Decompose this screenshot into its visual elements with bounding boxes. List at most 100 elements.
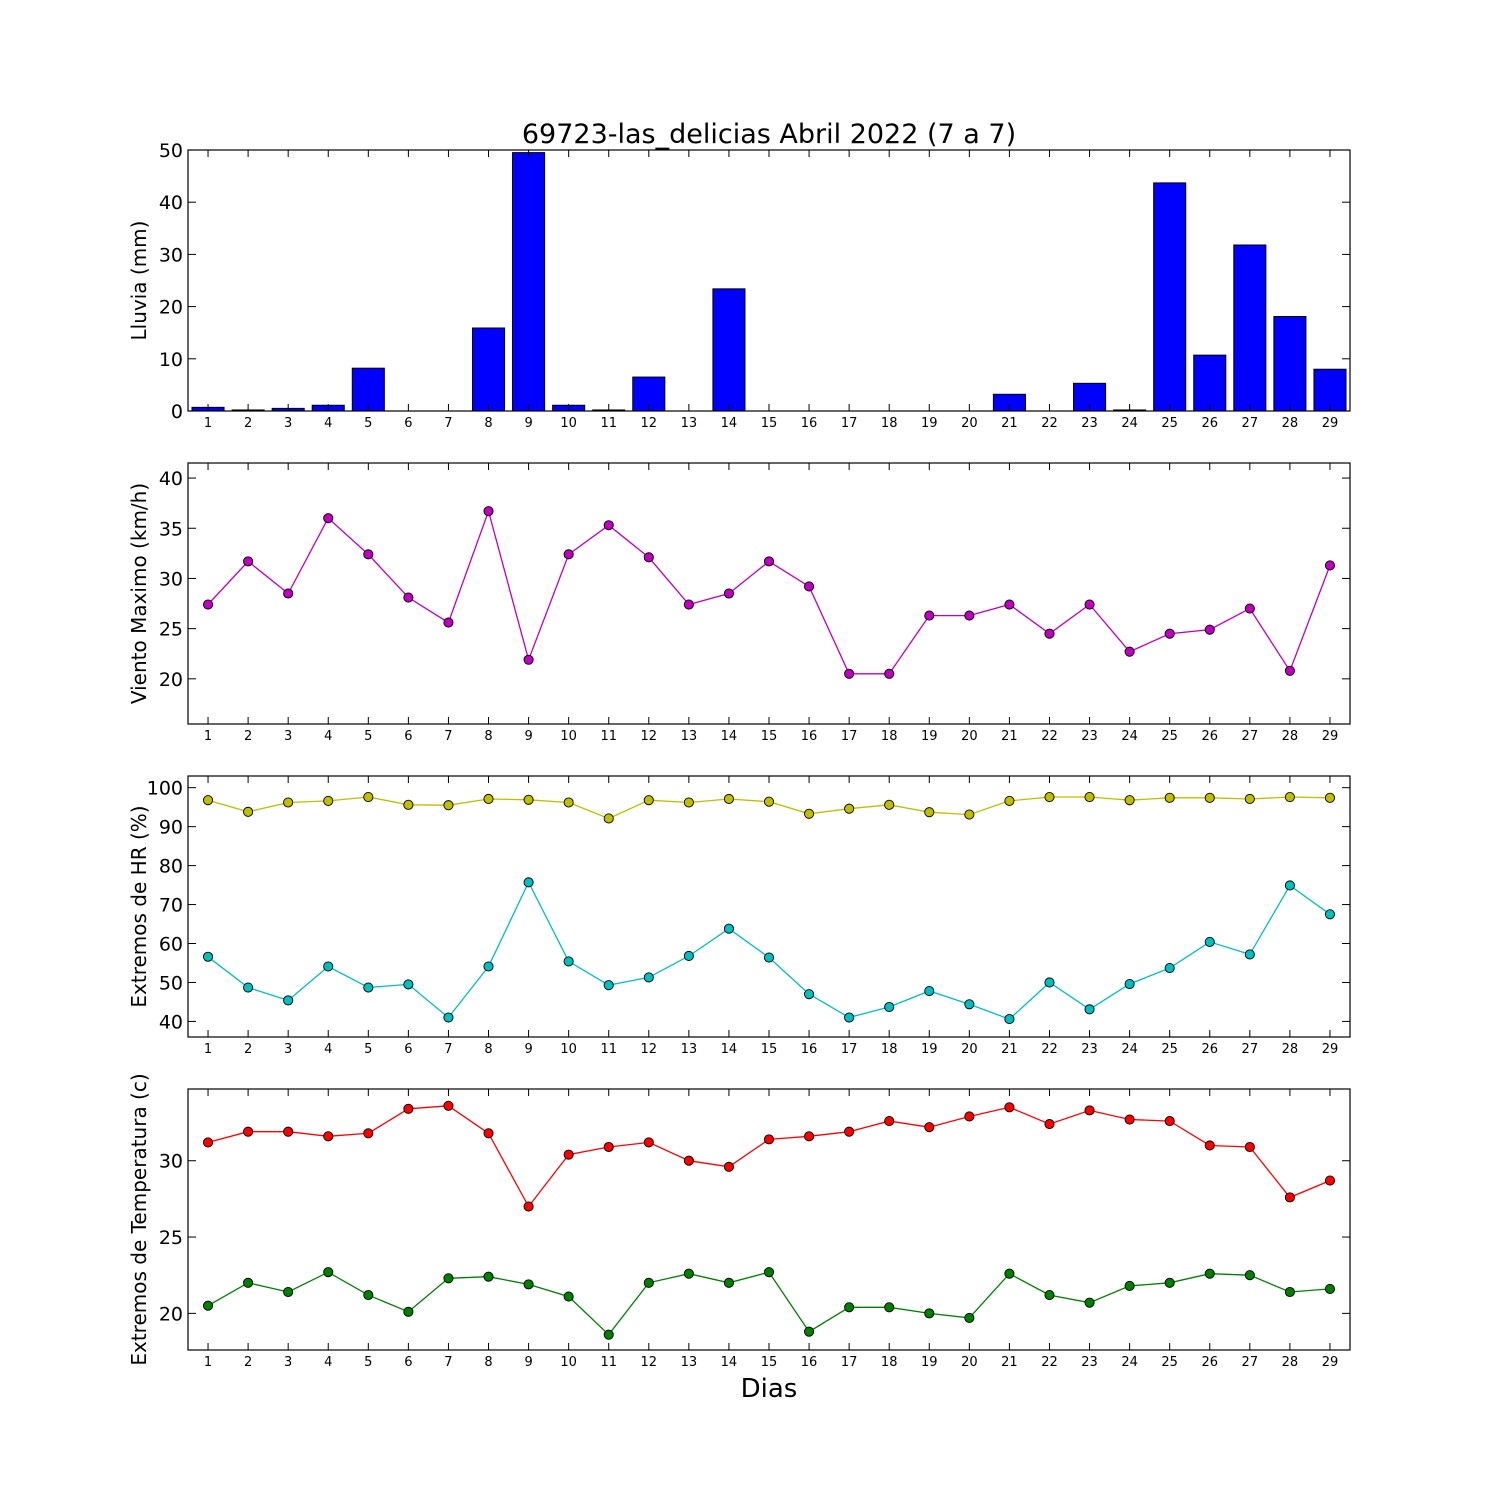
point-s1-day-11 xyxy=(603,1141,614,1153)
x-tick-label: 20 xyxy=(961,1042,978,1057)
x-tick-label: 24 xyxy=(1121,1355,1138,1370)
point-s1-day-10 xyxy=(563,797,574,808)
point-s2-day-27 xyxy=(1244,949,1255,960)
x-tick-label: 6 xyxy=(404,1355,412,1370)
x-tick-label: 12 xyxy=(641,1042,658,1057)
point-s1-day-1 xyxy=(202,795,214,806)
point-s2-day-6 xyxy=(403,1306,414,1317)
point-s1-day-26 xyxy=(1204,1140,1215,1151)
x-tick-label: 27 xyxy=(1242,729,1259,744)
point-s1-day-1 xyxy=(202,1137,214,1148)
x-tick-label: 15 xyxy=(761,729,778,744)
point-s2-day-15 xyxy=(763,952,775,963)
point-s2-day-20 xyxy=(964,1312,975,1323)
x-tick-label: 27 xyxy=(1242,1042,1259,1057)
point-s2-day-17 xyxy=(844,1012,855,1023)
x-tick-label: 10 xyxy=(560,1042,577,1057)
x-tick-label: 21 xyxy=(1001,729,1018,744)
x-tick-label: 18 xyxy=(881,416,898,431)
point-s1-day-19 xyxy=(924,610,935,621)
point-s1-day-7 xyxy=(443,1100,454,1111)
x-tick-label: 2 xyxy=(244,1355,252,1370)
point-s2-day-1 xyxy=(202,951,214,962)
point-s1-day-27 xyxy=(1244,1141,1255,1153)
point-s2-day-4 xyxy=(323,961,334,972)
y-tick-label: 20 xyxy=(159,297,183,319)
x-tick-label: 3 xyxy=(284,416,292,431)
x-tick-label: 6 xyxy=(404,1042,412,1057)
bar-day-28 xyxy=(1273,316,1307,412)
point-s2-day-16 xyxy=(804,1326,815,1337)
x-tick-label: 21 xyxy=(1001,1355,1018,1370)
point-s2-day-28 xyxy=(1284,880,1295,891)
x-tick-label: 5 xyxy=(364,1042,372,1057)
point-s2-day-25 xyxy=(1164,1277,1175,1288)
x-tick-label: 25 xyxy=(1161,729,1178,744)
point-s1-day-14 xyxy=(723,588,734,599)
point-s1-day-22 xyxy=(1044,628,1055,639)
y-axis-label: Viento Maximo (km/h) xyxy=(127,483,151,704)
x-tick-label: 29 xyxy=(1322,416,1339,431)
x-tick-label: 20 xyxy=(961,416,978,431)
point-s1-day-28 xyxy=(1284,665,1295,676)
point-s1-day-15 xyxy=(763,556,775,567)
point-s2-day-26 xyxy=(1204,936,1215,947)
y-tick-label: 25 xyxy=(159,1227,183,1249)
point-s2-day-19 xyxy=(924,1308,935,1319)
point-s1-day-3 xyxy=(283,1126,294,1137)
point-s2-day-7 xyxy=(443,1273,454,1284)
y-tick-label: 30 xyxy=(159,244,183,266)
point-s1-day-27 xyxy=(1244,793,1255,805)
x-tick-label: 19 xyxy=(921,729,938,744)
y-tick-label: 35 xyxy=(159,518,183,540)
point-s1-day-20 xyxy=(964,809,975,820)
point-s2-day-23 xyxy=(1084,1004,1095,1015)
point-s1-day-18 xyxy=(884,799,895,810)
point-s1-day-22 xyxy=(1044,791,1055,803)
x-tick-label: 12 xyxy=(641,729,658,744)
x-tick-label: 11 xyxy=(600,1042,617,1057)
point-s1-day-23 xyxy=(1084,599,1095,610)
point-s1-day-24 xyxy=(1124,646,1135,657)
y-tick-label: 20 xyxy=(159,1303,183,1325)
point-s1-day-9 xyxy=(523,1201,534,1212)
x-tick-label: 8 xyxy=(484,1042,492,1057)
point-s1-day-4 xyxy=(323,795,334,806)
x-tick-label: 26 xyxy=(1201,729,1218,744)
x-tick-label: 26 xyxy=(1201,416,1218,431)
point-s1-day-10 xyxy=(563,549,574,560)
x-tick-label: 2 xyxy=(244,729,252,744)
x-tick-label: 7 xyxy=(444,729,452,744)
x-tick-label: 15 xyxy=(761,1355,778,1370)
x-tick-label: 8 xyxy=(484,416,492,431)
x-tick-label: 15 xyxy=(761,1042,778,1057)
point-s1-day-15 xyxy=(763,1134,775,1145)
x-tick-label: 1 xyxy=(204,1042,212,1057)
y-tick-label: 50 xyxy=(159,140,183,162)
x-tick-label: 23 xyxy=(1081,1355,1098,1370)
point-s1-day-25 xyxy=(1164,792,1175,803)
x-tick-label: 20 xyxy=(961,1355,978,1370)
x-tick-label: 22 xyxy=(1041,416,1058,431)
point-s1-day-2 xyxy=(243,806,254,817)
x-tick-label: 27 xyxy=(1242,416,1259,431)
point-s2-day-23 xyxy=(1084,1297,1095,1308)
x-tick-label: 17 xyxy=(841,1355,858,1370)
point-s2-day-14 xyxy=(723,923,734,934)
point-s1-day-29 xyxy=(1324,560,1336,571)
x-tick-label: 5 xyxy=(364,416,372,431)
point-s1-day-1 xyxy=(202,599,214,610)
x-tick-label: 9 xyxy=(524,1355,532,1370)
point-s1-day-17 xyxy=(844,1126,855,1137)
y-tick-label: 60 xyxy=(159,934,183,956)
point-s1-day-24 xyxy=(1124,795,1135,806)
point-s1-day-21 xyxy=(1004,599,1015,610)
point-s1-day-7 xyxy=(443,617,454,628)
point-s1-day-13 xyxy=(683,797,694,808)
x-tick-label: 4 xyxy=(324,729,332,744)
point-s2-day-3 xyxy=(283,1286,294,1298)
point-s1-day-28 xyxy=(1284,791,1295,803)
bar-day-26 xyxy=(1193,354,1227,412)
